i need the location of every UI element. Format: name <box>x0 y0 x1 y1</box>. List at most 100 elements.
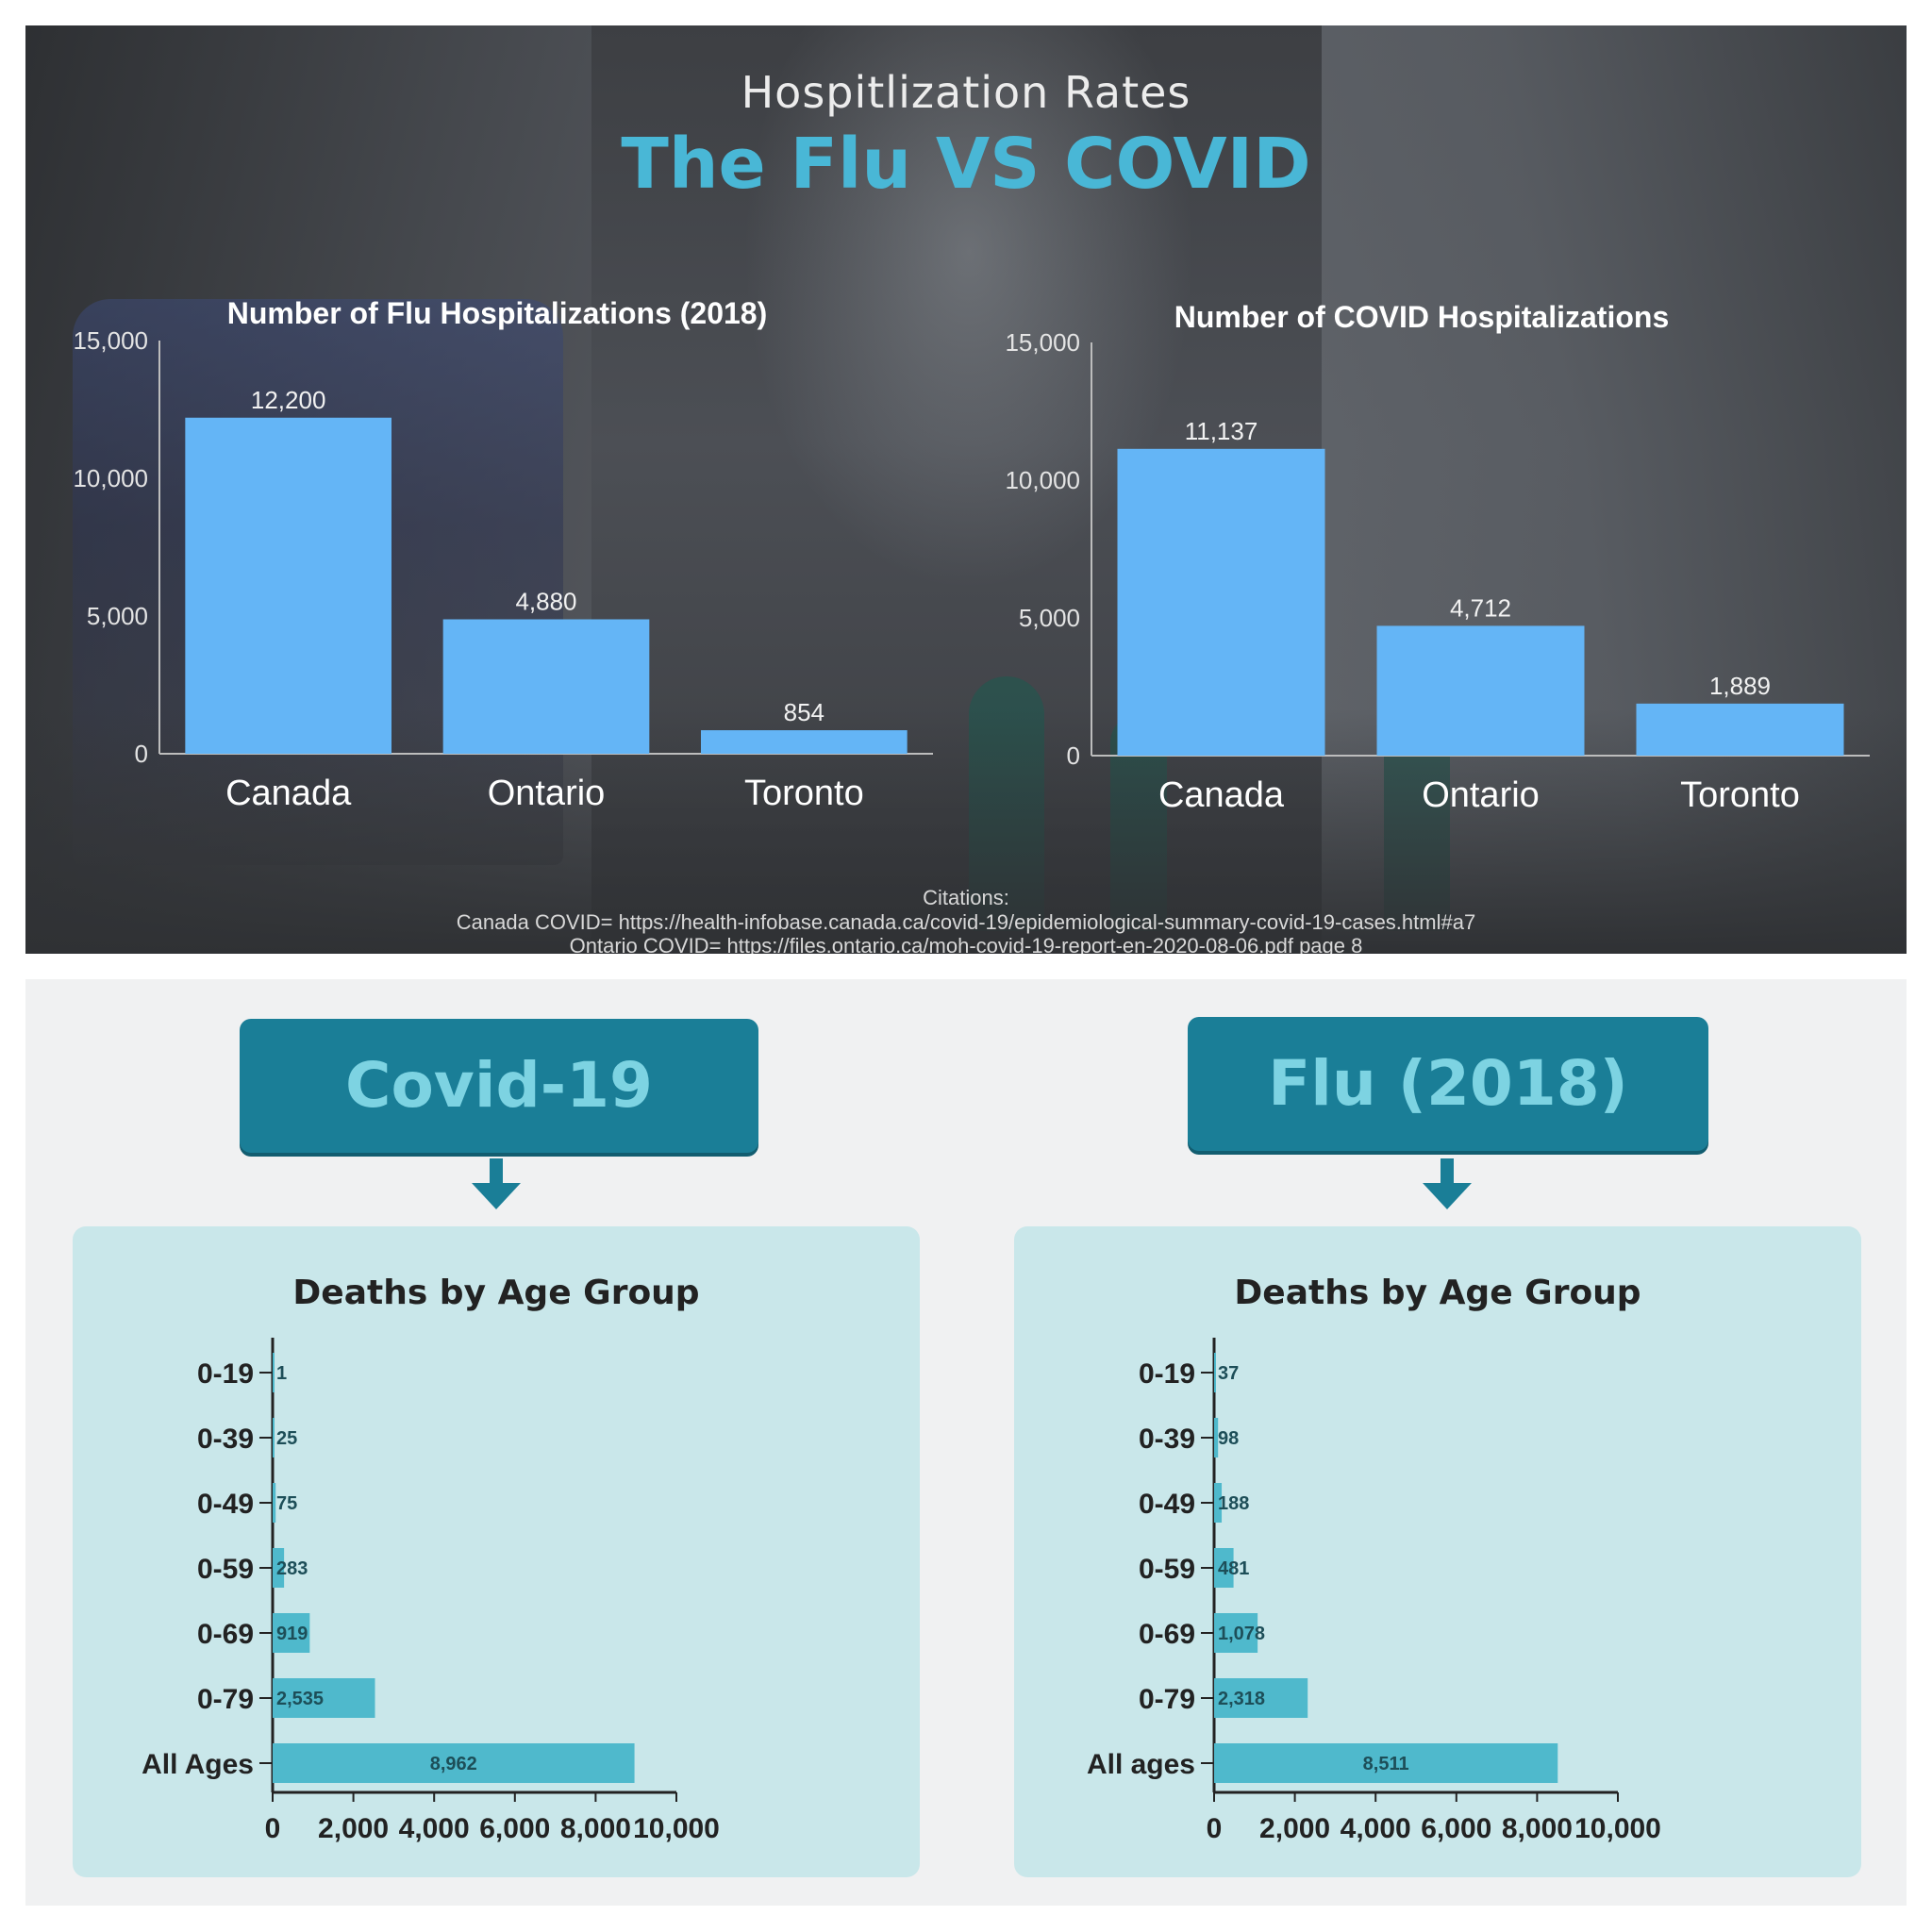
x-tick-label: Canada <box>225 774 352 813</box>
x-tick-label: Toronto <box>1680 775 1800 815</box>
bar <box>701 730 908 754</box>
bar <box>1117 448 1325 756</box>
data-label: 8,962 <box>430 1754 477 1774</box>
bar <box>1636 703 1844 756</box>
covid-header: Covid-19 <box>240 1019 758 1153</box>
x-tick-label: Ontario <box>488 774 606 813</box>
chart-title: Deaths by Age Group <box>292 1274 700 1312</box>
y-tick-label: 0-39 <box>1139 1424 1195 1455</box>
y-tick-label: 0-79 <box>197 1684 254 1715</box>
hospitalization-charts: Number of Flu Hospitalizations (2018) 0 5,… <box>73 296 1870 815</box>
x-tick-label: 4,000 <box>399 1813 470 1844</box>
data-label: 919 <box>276 1624 308 1644</box>
bar <box>1214 1353 1216 1392</box>
y-tick-label: 0-69 <box>1139 1619 1195 1650</box>
bar <box>442 619 650 754</box>
data-label: 75 <box>276 1493 297 1514</box>
data-label: 37 <box>1218 1363 1239 1384</box>
bar <box>1376 625 1585 756</box>
x-tick-label: 6,000 <box>1421 1813 1491 1844</box>
data-label: 481 <box>1218 1558 1249 1579</box>
y-tick-label: 10,000 <box>73 464 148 492</box>
flu-deaths-card: Deaths by Age Group 0 2,000 4,000 6,000 8,00… <box>1014 1226 1861 1877</box>
citation-ontario-covid: Ontario COVID= https://files.ontario.ca/… <box>569 934 1363 954</box>
deaths-panel: Covid-19 Flu (2018) Deaths by Age Group … <box>25 979 1907 1906</box>
y-tick-label: 5,000 <box>1019 604 1080 632</box>
y-tick-label: All Ages <box>142 1749 254 1780</box>
bar <box>1214 1743 1558 1783</box>
covid-deaths-chart: 0 2,000 4,000 6,000 8,000 10,000 0-19 1 0-39 25 0-… <box>142 1338 720 1844</box>
citation-canada-covid: Canada COVID= https://health-infobase.ca… <box>456 910 1476 934</box>
bar <box>273 1483 276 1523</box>
data-label: 2,318 <box>1218 1689 1265 1709</box>
y-tick-label: 0-59 <box>197 1554 254 1585</box>
data-label: 25 <box>276 1428 297 1449</box>
flu-header: Flu (2018) <box>1188 1017 1708 1151</box>
x-tick-label: Canada <box>1158 775 1285 815</box>
page-subtitle: Hospitlization Rates <box>741 67 1191 118</box>
bar <box>185 417 391 754</box>
data-label: 12,200 <box>251 386 326 414</box>
bar <box>1214 1548 1234 1588</box>
y-tick-label: 0-79 <box>1139 1684 1195 1715</box>
x-tick-label: 0 <box>1207 1813 1223 1844</box>
bar <box>273 1743 635 1783</box>
x-tick-label: 10,000 <box>1574 1813 1661 1844</box>
bar <box>273 1353 275 1392</box>
y-tick-label: 0-59 <box>1139 1554 1195 1585</box>
x-tick-label: 2,000 <box>1259 1813 1330 1844</box>
x-tick-label: 2,000 <box>318 1813 389 1844</box>
y-tick-label: 0-19 <box>197 1358 254 1390</box>
data-label: 8,511 <box>1363 1754 1409 1774</box>
arrow-down-icon <box>472 1158 521 1209</box>
data-label: 2,535 <box>276 1689 324 1709</box>
data-label: 1 <box>276 1363 287 1384</box>
x-tick-label: Ontario <box>1422 775 1540 815</box>
x-tick-label: 8,000 <box>1502 1813 1573 1844</box>
x-tick-label: 4,000 <box>1341 1813 1411 1844</box>
data-label: 1,078 <box>1218 1624 1265 1644</box>
data-label: 11,137 <box>1185 417 1258 445</box>
data-label: 1,889 <box>1709 672 1771 700</box>
x-tick-label: Toronto <box>744 774 864 813</box>
flu-deaths-chart: 0 2,000 4,000 6,000 8,000 10,000 0-19 37 0-39 98 0… <box>1087 1338 1661 1844</box>
data-label: 283 <box>276 1558 308 1579</box>
hospitalization-panel: Hospitlization Rates The Flu VS COVID Nu… <box>25 25 1907 954</box>
data-label: 4,712 <box>1450 593 1511 622</box>
bar <box>273 1418 275 1457</box>
citations-label: Citations: <box>923 886 1009 909</box>
y-tick-label: All ages <box>1087 1749 1195 1780</box>
data-label: 98 <box>1218 1428 1239 1449</box>
bar <box>1214 1678 1308 1718</box>
y-tick-label: 0-49 <box>1139 1489 1195 1520</box>
bar <box>1214 1613 1258 1653</box>
y-tick-label: 0 <box>135 740 148 768</box>
y-tick-label: 0-69 <box>197 1619 254 1650</box>
y-tick-label: 0-19 <box>1139 1358 1195 1390</box>
page-title: The Flu VS COVID <box>621 124 1311 205</box>
x-tick-label: 8,000 <box>560 1813 631 1844</box>
y-tick-label: 15,000 <box>1005 328 1080 357</box>
y-tick-label: 0 <box>1067 741 1080 770</box>
bar <box>273 1548 285 1588</box>
y-tick-label: 15,000 <box>73 326 148 355</box>
bar <box>1214 1483 1223 1523</box>
arrow-down-icon <box>1423 1158 1472 1209</box>
covid-deaths-card: Deaths by Age Group 0 2,000 4,000 6,000 8,00… <box>73 1226 920 1877</box>
chart-title: Deaths by Age Group <box>1234 1274 1641 1312</box>
y-tick-label: 5,000 <box>87 602 148 630</box>
x-tick-label: 6,000 <box>479 1813 550 1844</box>
y-tick-label: 0-49 <box>197 1489 254 1520</box>
chart-title: Number of Flu Hospitalizations (2018) <box>227 296 768 330</box>
chart-title: Number of COVID Hospitalizations <box>1174 300 1669 334</box>
y-tick-label: 10,000 <box>1005 466 1080 494</box>
x-tick-label: 0 <box>265 1813 281 1844</box>
y-tick-label: 0-39 <box>197 1424 254 1455</box>
data-label: 4,880 <box>515 588 576 616</box>
data-label: 188 <box>1218 1493 1249 1514</box>
bar <box>273 1678 375 1718</box>
data-label: 854 <box>784 698 824 726</box>
bar <box>273 1613 310 1653</box>
bar <box>1214 1418 1219 1457</box>
x-tick-label: 10,000 <box>633 1813 720 1844</box>
